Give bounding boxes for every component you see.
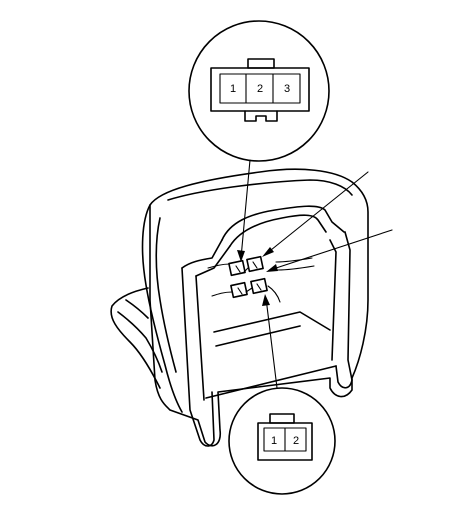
leader-upper-arrowhead bbox=[237, 250, 245, 262]
pointer-line-b-arrowhead bbox=[266, 264, 278, 272]
upper-callout-circle bbox=[188, 20, 330, 162]
pointer-line-b bbox=[269, 229, 393, 271]
leader-lower bbox=[265, 297, 278, 389]
pointer-line-a bbox=[265, 171, 369, 255]
upper-connector-tab bbox=[247, 58, 275, 69]
upper-connector-callout: 1 2 3 bbox=[188, 20, 330, 162]
callout-lines bbox=[237, 159, 393, 389]
leader-upper bbox=[240, 159, 251, 259]
upper-pin-2: 2 bbox=[257, 83, 263, 95]
lower-callout-circle bbox=[228, 387, 336, 495]
upper-connector-body bbox=[210, 67, 310, 112]
upper-connector-inner bbox=[219, 73, 301, 104]
lower-connector-tab bbox=[269, 413, 295, 424]
upper-pin-3: 3 bbox=[284, 83, 290, 95]
pointer-line-a-arrowhead bbox=[262, 247, 274, 257]
lower-connector-callout: 1 2 bbox=[228, 387, 336, 495]
lower-pin-2: 2 bbox=[293, 435, 299, 447]
upper-pin-1: 1 bbox=[230, 83, 236, 95]
lower-connector-body bbox=[257, 422, 313, 461]
seat-back-illustration bbox=[110, 168, 369, 447]
leader-lower-arrowhead bbox=[262, 294, 270, 306]
lower-pin-1: 1 bbox=[271, 435, 277, 447]
upper-connector-latch bbox=[244, 110, 278, 122]
